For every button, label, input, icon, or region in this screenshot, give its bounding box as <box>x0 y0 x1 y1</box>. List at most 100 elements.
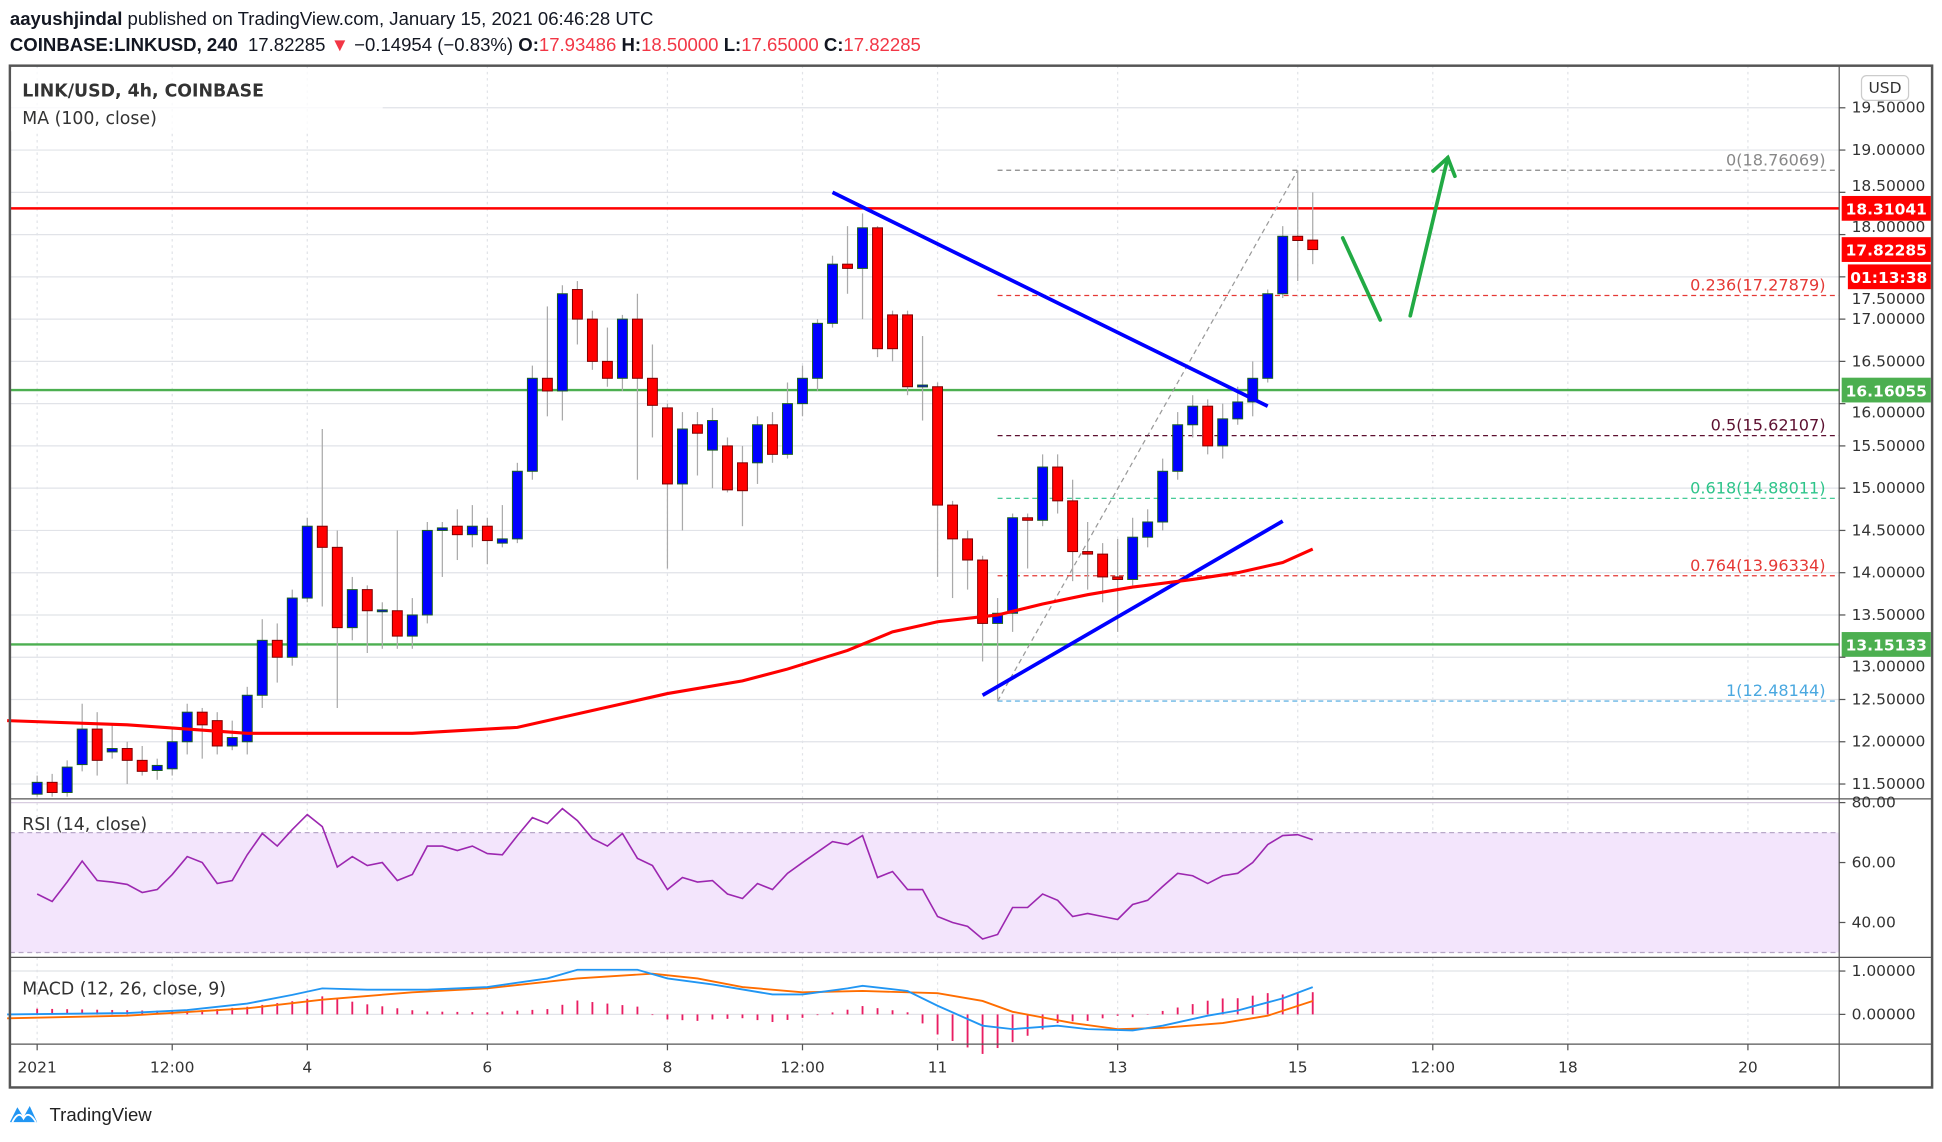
tradingview-logo-icon <box>9 1106 38 1123</box>
candle-body-down <box>1292 235 1304 241</box>
price-tick-label: 14.50000 <box>1852 521 1926 539</box>
candle <box>1022 513 1034 569</box>
time-tick-label: 2021 <box>17 1059 56 1077</box>
drawings[interactable] <box>831 154 1457 697</box>
candle <box>166 729 178 776</box>
candle <box>1307 192 1319 265</box>
price-tick-label: 12.00000 <box>1852 733 1926 751</box>
candle <box>887 310 898 362</box>
candle-body-up <box>1232 401 1244 420</box>
candle <box>226 720 238 751</box>
macd-tick-label: 1.00000 <box>1852 962 1916 980</box>
high-value: 18.50000 <box>641 34 718 55</box>
candle-body-up <box>827 263 838 324</box>
publish-info: published on TradingView.com, January 15… <box>128 8 654 29</box>
candle <box>541 306 553 417</box>
chart-frame <box>8 64 1934 1089</box>
candle-body-up <box>616 318 628 379</box>
level-price-label: 18.31041 <box>1846 201 1927 219</box>
candle <box>661 403 673 569</box>
candle <box>556 285 568 421</box>
price-tick-label: 14.00000 <box>1852 564 1926 582</box>
candle-body-down <box>121 748 133 761</box>
trendline[interactable] <box>831 190 1269 408</box>
currency-button[interactable] <box>1860 74 1910 101</box>
candle-body-up <box>797 377 808 405</box>
candle-body-down <box>541 377 553 392</box>
arrow-up-icon[interactable] <box>1431 154 1457 179</box>
drawings-back: 0(18.76069) 0.236(17.27879) 0.5(15.62107) 0… <box>9 150 1840 702</box>
trendline[interactable] <box>981 519 1284 697</box>
symbol-line: COINBASE:LINKUSD, 240 17.82285 ▼ −0.1495… <box>10 34 921 55</box>
candle <box>421 521 433 624</box>
candle <box>466 505 478 548</box>
ma-legend[interactable]: MA (100, close) <box>22 109 157 129</box>
candle <box>331 530 343 708</box>
candle-body-down <box>1082 551 1094 555</box>
candle-body-down <box>391 610 403 637</box>
candle <box>526 365 538 480</box>
candle <box>1067 479 1079 582</box>
candle-body-up <box>241 694 253 743</box>
candle <box>1052 454 1064 514</box>
candle-body-down <box>977 559 989 624</box>
time-tick-label: 18 <box>1558 1059 1578 1077</box>
time-tick-label: 6 <box>482 1059 492 1077</box>
indicators <box>7 547 1314 1054</box>
candle <box>1007 513 1019 632</box>
time-tick-label: 11 <box>928 1059 948 1077</box>
rsi-legend[interactable]: RSI (14, close) <box>22 815 147 835</box>
candle <box>752 416 763 484</box>
candle <box>977 555 989 662</box>
candle <box>676 412 688 531</box>
candles <box>31 170 1319 797</box>
candle <box>151 758 163 780</box>
arrow-line[interactable] <box>1408 155 1450 318</box>
support-price-badge <box>1841 632 1931 657</box>
candle <box>586 310 598 370</box>
bar-close-countdown: 01:13:38 <box>1850 269 1927 287</box>
candle-body-down <box>586 318 598 362</box>
candle <box>962 530 974 590</box>
candle-body-down <box>1022 517 1034 521</box>
axes[interactable]: 18.31041 16.16055 13.15133 17.82285 01:13:38… <box>17 99 1931 1077</box>
candle-body-up <box>812 322 823 379</box>
candle <box>812 319 823 391</box>
last-price-badge <box>1841 237 1931 262</box>
fib-level-label: 0.618(14.88011) <box>1690 478 1825 497</box>
price-tick-label: 16.00000 <box>1852 403 1926 421</box>
brand-name: TradingView <box>50 1104 153 1125</box>
high-label: H: <box>621 34 641 55</box>
candle-body-up <box>151 764 163 771</box>
candle <box>646 344 658 438</box>
candle <box>91 712 103 776</box>
time-tick-label: 20 <box>1738 1059 1758 1077</box>
time-tick-label: 12:00 <box>150 1059 195 1077</box>
level-price-label: 13.15133 <box>1846 637 1927 655</box>
candle <box>241 686 253 755</box>
candle <box>121 741 133 785</box>
tradingview-logo[interactable]: TradingView <box>9 1104 153 1125</box>
candle-body-up <box>421 529 433 616</box>
candle <box>1202 399 1214 455</box>
low-label: L: <box>724 34 742 55</box>
last-price-label: 17.82285 <box>1846 242 1927 260</box>
candle-body-up <box>1007 517 1019 614</box>
candle-body-up <box>226 737 238 747</box>
candle-body-up <box>707 420 718 451</box>
candle-body-down <box>767 424 778 455</box>
macd-legend[interactable]: MACD (12, 26, close, 9) <box>22 980 226 1000</box>
arrow-line[interactable] <box>1340 236 1383 322</box>
candle-body-up <box>992 612 1004 624</box>
candle <box>827 255 838 328</box>
candle <box>511 462 523 544</box>
candle-body-up <box>676 428 688 485</box>
candle-body-down <box>887 314 898 350</box>
candle-body-up <box>301 525 313 599</box>
candle <box>316 429 328 607</box>
legend-bg <box>11 69 383 132</box>
author[interactable]: aayushjindal <box>10 8 122 29</box>
candle-body-up <box>1157 470 1169 523</box>
candle <box>1277 226 1289 298</box>
candle <box>797 365 808 417</box>
